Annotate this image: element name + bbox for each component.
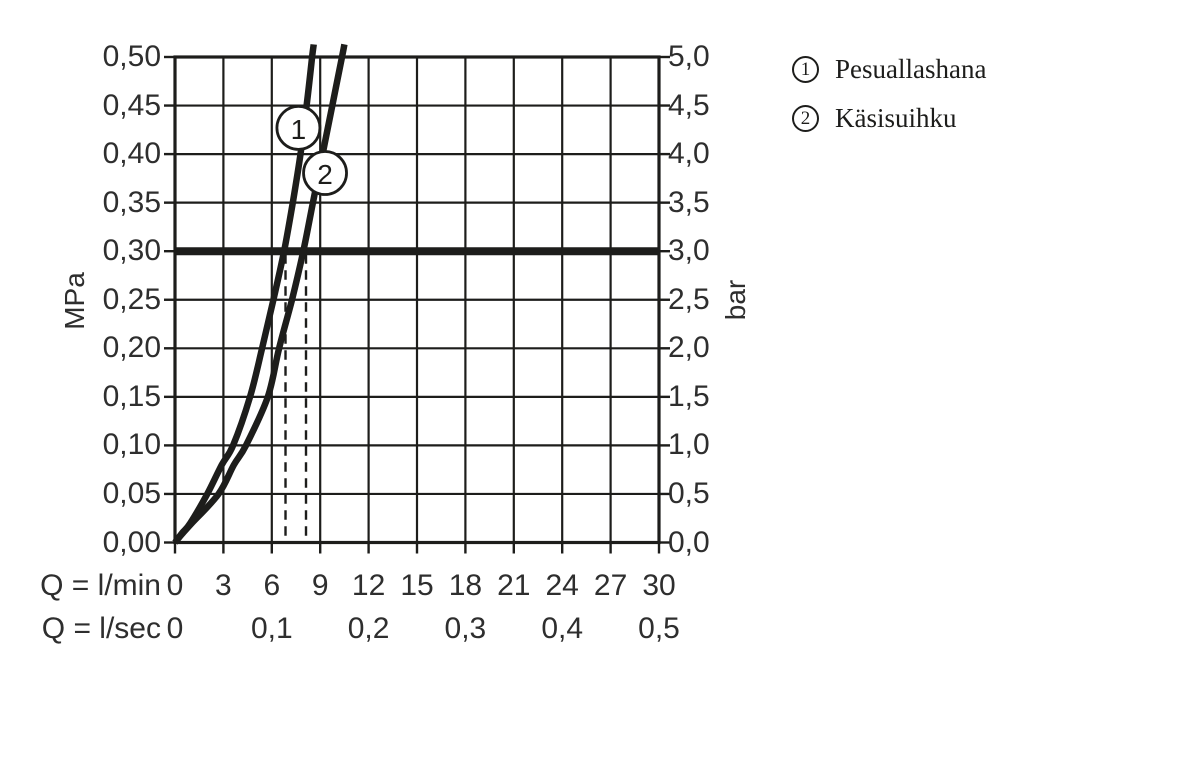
y-right-tick-label: 1,0 xyxy=(668,428,710,462)
y-right-tick-label: 2,5 xyxy=(668,282,710,316)
y-left-tick-label: 0,05 xyxy=(102,476,161,510)
y-right-tick-label: 5,0 xyxy=(668,40,710,73)
series-curve-2 xyxy=(172,43,348,545)
x-lmin-tick-label: 21 xyxy=(497,569,531,602)
y-right-tick-label: 0,5 xyxy=(668,476,710,510)
x-lmin-tick-label: 12 xyxy=(351,569,386,602)
x-lsec-tick-label: 0,5 xyxy=(638,612,680,645)
y-left-tick-label: 0,20 xyxy=(102,331,161,365)
curve-label-circle-2: 2 xyxy=(302,150,348,196)
x-lmin-tick-label: 15 xyxy=(400,569,434,602)
legend-symbol-2-number: 2 xyxy=(800,107,811,129)
x-lsec-tick-label: 0,3 xyxy=(444,612,487,645)
x-lmin-tick-label: 3 xyxy=(215,569,232,602)
x-lmin-tick-label: 9 xyxy=(311,569,329,602)
legend: 1 Pesuallashana 2 Käsisuihku xyxy=(792,54,986,152)
y-right-tick-label: 4,0 xyxy=(668,137,710,171)
y-left-tick-label: 0,45 xyxy=(102,88,161,122)
svg-text:1: 1 xyxy=(291,114,307,145)
x-lmin-tick-label: 0 xyxy=(166,569,184,602)
y-left-tick-label: 0,30 xyxy=(102,234,161,268)
legend-symbol-1-number: 1 xyxy=(800,58,811,80)
x-lmin-tick-label: 24 xyxy=(545,569,579,602)
y-left-tick-label: 0,50 xyxy=(102,40,161,73)
svg-text:2: 2 xyxy=(317,159,333,190)
legend-label-1: Pesuallashana xyxy=(835,53,987,84)
axis-tick-marks xyxy=(164,55,670,554)
y-left-tick-label: 0,40 xyxy=(102,137,161,171)
x-lsec-tick-label: 0 xyxy=(166,612,184,645)
y-right-tick-label: 1,5 xyxy=(668,379,710,413)
y-right-tick-label: 2,0 xyxy=(668,331,710,365)
y-left-tick-label: 0,25 xyxy=(102,282,161,316)
curve-label-circle-1: 1 xyxy=(275,104,322,151)
legend-item-1: 1 Pesuallashana xyxy=(792,54,986,84)
x-lmin-tick-label: 30 xyxy=(642,569,676,602)
legend-symbol-2-circle: 2 xyxy=(792,104,819,132)
y-right-unit-label: bar xyxy=(720,279,751,321)
grid-lines xyxy=(173,55,661,544)
y-right-tick-label: 4,5 xyxy=(668,88,710,122)
x-axis-row-label-lsec: Q = l/sec xyxy=(41,612,161,645)
y-left-tick-label: 0,15 xyxy=(102,379,161,413)
y-right-tick-label: 0,0 xyxy=(668,525,710,559)
x-lsec-tick-label: 0,2 xyxy=(347,612,390,645)
legend-item-2: 2 Käsisuihku xyxy=(792,103,986,133)
x-lmin-tick-label: 18 xyxy=(448,569,483,602)
x-lmin-tick-label: 27 xyxy=(593,569,628,602)
y-left-tick-label: 0,00 xyxy=(102,525,161,559)
x-axis-row-label-lmin: Q = l/min xyxy=(40,569,161,602)
y-left-tick-label: 0,10 xyxy=(102,428,161,462)
x-lsec-tick-label: 0,4 xyxy=(541,612,584,645)
y-left-tick-label: 0,35 xyxy=(102,185,161,219)
x-lmin-tick-label: 6 xyxy=(263,569,281,602)
plot-border xyxy=(173,55,661,545)
y-right-tick-label: 3,0 xyxy=(668,234,710,268)
y-right-tick-label: 3,5 xyxy=(668,185,710,219)
legend-symbol-1-circle: 1 xyxy=(792,55,819,83)
x-lsec-tick-label: 0,1 xyxy=(250,612,293,645)
legend-label-2: Käsisuihku xyxy=(835,102,957,133)
